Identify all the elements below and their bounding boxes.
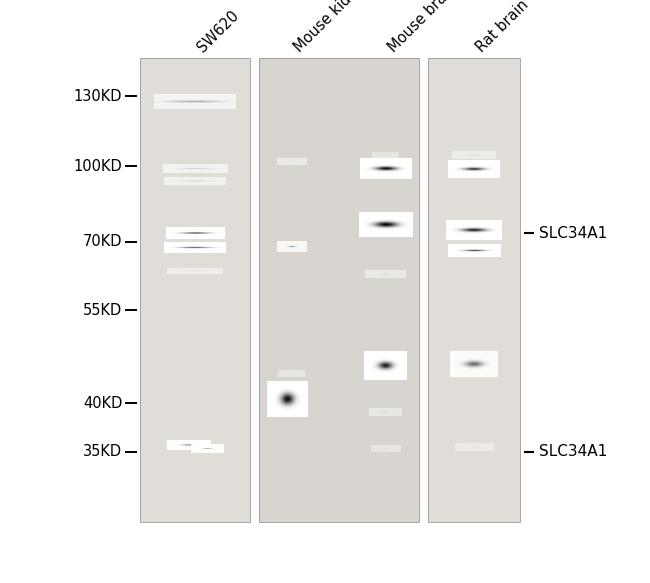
Text: SW620: SW620 <box>195 8 242 55</box>
Text: 55KD: 55KD <box>83 303 122 318</box>
Text: 70KD: 70KD <box>83 234 122 250</box>
Text: 130KD: 130KD <box>73 89 122 104</box>
Text: SLC34A1: SLC34A1 <box>540 226 608 241</box>
Bar <box>428 58 520 522</box>
Text: 40KD: 40KD <box>83 396 122 411</box>
Text: 35KD: 35KD <box>83 444 122 459</box>
Text: SLC34A1: SLC34A1 <box>540 444 608 459</box>
Text: 100KD: 100KD <box>73 159 122 174</box>
Bar <box>140 58 250 522</box>
Bar <box>428 58 520 522</box>
Bar <box>259 58 419 522</box>
Text: Mouse kidney: Mouse kidney <box>291 0 373 55</box>
Bar <box>259 58 419 522</box>
Bar <box>140 58 250 522</box>
Text: Rat brain: Rat brain <box>474 0 532 55</box>
Text: Mouse brain: Mouse brain <box>385 0 460 55</box>
